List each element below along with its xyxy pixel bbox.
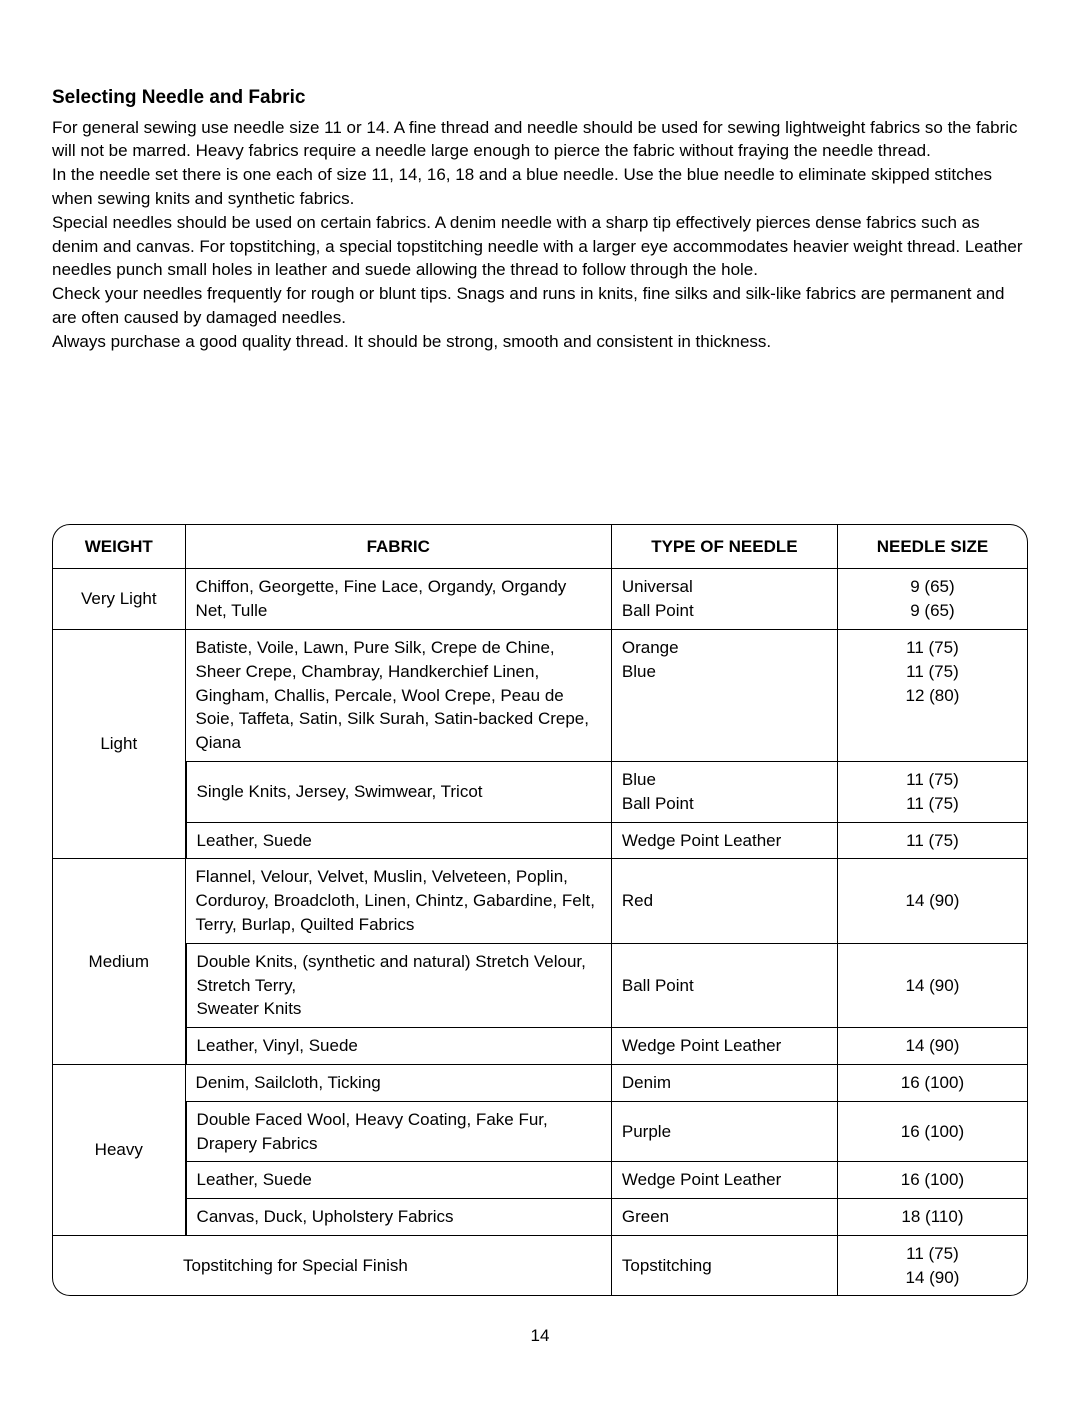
- cell-fabric: Canvas, Duck, Upholstery Fabrics: [186, 1199, 612, 1236]
- table-row: Single Knits, Jersey, Swimwear, Tricot B…: [52, 762, 1028, 823]
- cell-needle-type: Purple: [612, 1102, 838, 1163]
- cell-needle-size: 14 (90): [838, 1028, 1028, 1065]
- page-number: 14: [0, 1324, 1080, 1348]
- cell-weight: Heavy: [52, 1065, 186, 1236]
- paragraph: Check your needles frequently for rough …: [52, 282, 1028, 330]
- col-header-weight: WEIGHT: [52, 524, 186, 570]
- table-row: Medium Flannel, Velour, Velvet, Muslin, …: [52, 859, 1028, 943]
- page-title: Selecting Needle and Fabric: [52, 85, 1028, 112]
- cell-weight: Light: [52, 630, 186, 859]
- table-row: Double Faced Wool, Heavy Coating, Fake F…: [52, 1102, 1028, 1163]
- cell-needle-type: Wedge Point Leather: [612, 1162, 838, 1199]
- cell-needle-type: Wedge Point Leather: [612, 823, 838, 860]
- cell-needle-type: Topstitching: [612, 1236, 838, 1297]
- col-header-needle-size: NEEDLE SIZE: [838, 524, 1028, 570]
- cell-needle-size: 11 (75) 11 (75): [838, 762, 1028, 823]
- needle-fabric-table: WEIGHT FABRIC TYPE OF NEEDLE NEEDLE SIZE…: [52, 524, 1028, 1297]
- table-row: Heavy Denim, Sailcloth, Ticking Denim 16…: [52, 1065, 1028, 1102]
- cell-fabric: Chiffon, Georgette, Fine Lace, Organdy, …: [186, 569, 612, 630]
- cell-needle-type: Red: [612, 859, 838, 943]
- cell-needle-size: 14 (90): [838, 859, 1028, 943]
- cell-needle-type: Green: [612, 1199, 838, 1236]
- cell-weight: Very Light: [52, 569, 186, 630]
- cell-needle-size: 11 (75) 11 (75) 12 (80): [838, 630, 1028, 762]
- table-header-row: WEIGHT FABRIC TYPE OF NEEDLE NEEDLE SIZE: [52, 524, 1028, 570]
- table-row: Leather, Suede Wedge Point Leather 16 (1…: [52, 1162, 1028, 1199]
- cell-needle-size: 14 (90): [838, 944, 1028, 1028]
- cell-fabric: Double Faced Wool, Heavy Coating, Fake F…: [186, 1102, 612, 1163]
- cell-needle-type: Denim: [612, 1065, 838, 1102]
- col-header-fabric: FABRIC: [186, 524, 612, 570]
- paragraph: Special needles should be used on certai…: [52, 211, 1028, 282]
- table-row: Double Knits, (synthetic and natural) St…: [52, 944, 1028, 1028]
- cell-needle-type: Wedge Point Leather: [612, 1028, 838, 1065]
- cell-needle-type: Ball Point: [612, 944, 838, 1028]
- paragraph: In the needle set there is one each of s…: [52, 163, 1028, 211]
- table-row: Light Batiste, Voile, Lawn, Pure Silk, C…: [52, 630, 1028, 762]
- cell-needle-size: 16 (100): [838, 1162, 1028, 1199]
- cell-fabric: Denim, Sailcloth, Ticking: [186, 1065, 612, 1102]
- cell-fabric: Leather, Vinyl, Suede: [186, 1028, 612, 1065]
- cell-needle-size: 18 (110): [838, 1199, 1028, 1236]
- cell-needle-type: Universal Ball Point: [612, 569, 838, 630]
- table-row: Very Light Chiffon, Georgette, Fine Lace…: [52, 569, 1028, 630]
- cell-needle-size: 9 (65) 9 (65): [838, 569, 1028, 630]
- cell-weight: Medium: [52, 859, 186, 1065]
- paragraph: For general sewing use needle size 11 or…: [52, 116, 1028, 164]
- cell-needle-size: 11 (75) 14 (90): [838, 1236, 1028, 1297]
- cell-needle-size: 16 (100): [838, 1065, 1028, 1102]
- paragraph: Always purchase a good quality thread. I…: [52, 330, 1028, 354]
- cell-needle-type: Blue Ball Point: [612, 762, 838, 823]
- table-row: Topstitching for Special Finish Topstitc…: [52, 1236, 1028, 1297]
- table-row: Canvas, Duck, Upholstery Fabrics Green 1…: [52, 1199, 1028, 1236]
- col-header-needle-type: TYPE OF NEEDLE: [612, 524, 838, 570]
- table-row: Leather, Suede Wedge Point Leather 11 (7…: [52, 823, 1028, 860]
- cell-fabric: Topstitching for Special Finish: [52, 1236, 612, 1297]
- cell-fabric: Batiste, Voile, Lawn, Pure Silk, Crepe d…: [186, 630, 612, 762]
- cell-fabric: Leather, Suede: [186, 823, 612, 860]
- intro-text-block: For general sewing use needle size 11 or…: [52, 116, 1028, 354]
- cell-needle-type: Orange Blue: [612, 630, 838, 762]
- cell-fabric: Single Knits, Jersey, Swimwear, Tricot: [186, 762, 612, 823]
- cell-needle-size: 16 (100): [838, 1102, 1028, 1163]
- cell-fabric: Leather, Suede: [186, 1162, 612, 1199]
- cell-needle-size: 11 (75): [838, 823, 1028, 860]
- table-row: Leather, Vinyl, Suede Wedge Point Leathe…: [52, 1028, 1028, 1065]
- cell-fabric: Double Knits, (synthetic and natural) St…: [186, 944, 612, 1028]
- cell-fabric: Flannel, Velour, Velvet, Muslin, Velvete…: [186, 859, 612, 943]
